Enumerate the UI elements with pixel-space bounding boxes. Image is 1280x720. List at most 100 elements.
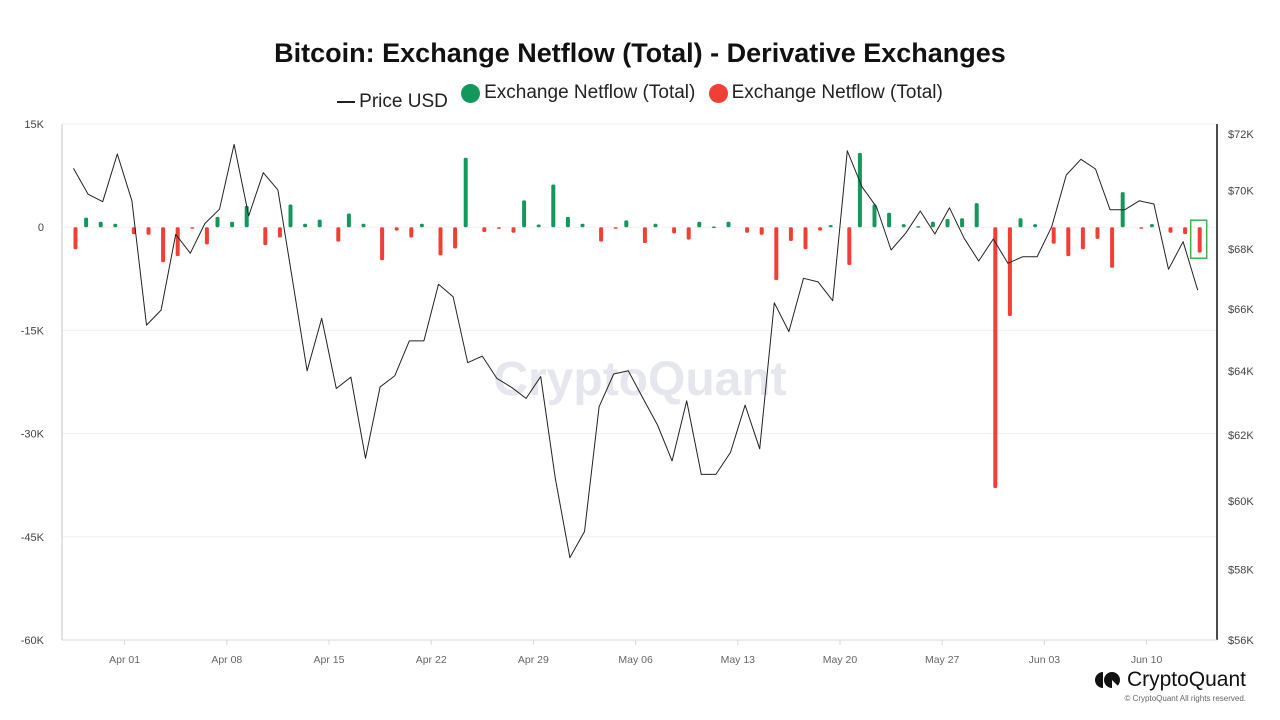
right-axis-tick-label: $64K	[1228, 366, 1254, 378]
left-axis-tick-label: -30K	[21, 429, 45, 441]
netflow-bar-positive	[230, 221, 235, 228]
netflow-bar-positive	[887, 212, 892, 228]
brand-logo: CryptoQuant	[1094, 668, 1246, 692]
netflow-bar-negative	[409, 227, 414, 238]
netflow-bar-positive	[828, 225, 833, 228]
netflow-bar-positive	[113, 223, 118, 228]
netflow-bar-negative	[482, 227, 487, 233]
netflow-bar-negative	[803, 227, 808, 250]
highlight-box	[1189, 219, 1208, 259]
right-axis-tick-label: $72K	[1228, 129, 1254, 141]
netflow-bar-negative	[496, 227, 501, 229]
netflow-bar-negative	[1110, 227, 1115, 268]
x-axis-tick-label: Apr 22	[416, 654, 447, 666]
netflow-bar-negative	[394, 227, 399, 231]
netflow-bar-positive	[215, 216, 220, 228]
netflow-bar-positive	[960, 218, 965, 228]
netflow-bar-negative	[175, 227, 180, 257]
netflow-bar-negative	[745, 227, 750, 233]
netflow-bar-negative	[277, 227, 282, 238]
netflow-bar-negative	[847, 227, 852, 266]
netflow-bar-negative	[1066, 227, 1071, 257]
chart-title: Bitcoin: Exchange Netflow (Total) - Deri…	[274, 38, 1006, 68]
copyright-text: © CryptoQuant All rights reserved.	[1124, 694, 1247, 703]
netflow-bar-positive	[361, 223, 366, 228]
x-axis-tick-label: May 06	[618, 654, 653, 666]
netflow-bar-negative	[613, 227, 618, 229]
netflow-bar-positive	[653, 223, 658, 228]
netflow-bar-negative	[1095, 227, 1100, 239]
netflow-bar-positive	[901, 224, 906, 228]
netflow-bar-positive	[857, 152, 862, 228]
netflow-bar-negative	[672, 227, 677, 234]
netflow-bar-negative	[1183, 227, 1188, 235]
netflow-bar-positive	[974, 203, 979, 228]
netflow-bar-negative	[453, 227, 458, 249]
netflow-bar-negative	[818, 227, 823, 231]
netflow-bar-negative	[1007, 227, 1012, 316]
legend-label: Exchange Netflow (Total)	[731, 82, 943, 103]
left-axis-tick-label: -15K	[21, 325, 45, 337]
netflow-bar-positive	[580, 223, 585, 228]
netflow-bar-negative	[336, 227, 341, 242]
netflow-bar-negative	[1168, 227, 1173, 233]
green-dot-icon	[461, 83, 481, 103]
watermark: CryptoQuant	[493, 353, 786, 406]
netflow-bar-negative	[146, 227, 151, 235]
brand-name: CryptoQuant	[1126, 668, 1246, 691]
right-axis-tick-label: $58K	[1228, 564, 1254, 576]
netflow-bar-positive	[945, 218, 950, 228]
netflow-bar-positive	[98, 221, 103, 228]
netflow-bar-negative	[1080, 227, 1085, 250]
legend-item-netflow-negative[interactable]: Exchange Netflow (Total)	[708, 82, 943, 104]
netflow-bar-negative	[1197, 227, 1202, 253]
x-axis-tick-label: May 27	[925, 654, 960, 666]
netflow-bar-positive	[1033, 224, 1038, 228]
netflow-bar-negative	[161, 227, 166, 263]
x-axis-tick-label: Jun 10	[1131, 654, 1163, 666]
netflow-bar-positive	[244, 205, 249, 228]
x-axis-tick-label: May 20	[823, 654, 858, 666]
x-axis-tick-label: Apr 01	[109, 654, 140, 666]
left-axis-tick-label: 0	[38, 222, 44, 234]
right-axis-tick-label: $66K	[1228, 304, 1254, 316]
netflow-bar-negative	[1051, 227, 1056, 244]
netflow-bar-positive	[303, 223, 308, 228]
left-axis-tick-label: 15K	[24, 119, 44, 131]
right-axis-tick-label: $56K	[1228, 635, 1254, 647]
legend-label: Exchange Netflow (Total)	[484, 82, 696, 103]
netflow-bar-positive	[726, 221, 731, 228]
netflow-bar-positive	[288, 204, 293, 228]
x-axis-tick-label: Apr 29	[518, 654, 549, 666]
x-axis-tick-label: Apr 15	[314, 654, 345, 666]
netflow-bar-negative	[686, 227, 691, 240]
netflow-bar-positive	[711, 226, 716, 229]
right-axis-tick-label: $62K	[1228, 430, 1254, 442]
netflow-bar-positive	[930, 221, 935, 228]
cryptoquant-logo-icon	[1094, 671, 1121, 689]
netflow-bar-positive	[697, 221, 702, 228]
legend-item-netflow-positive[interactable]: Exchange Netflow (Total)	[461, 82, 695, 104]
price-line	[73, 143, 1199, 559]
netflow-bar-positive	[916, 226, 921, 228]
netflow-bar-negative	[599, 227, 604, 242]
netflow-bar-negative	[511, 227, 516, 233]
right-axis-tick-label: $60K	[1228, 496, 1254, 508]
netflow-bar-negative	[190, 227, 195, 229]
netflow-bar-positive	[522, 200, 527, 228]
netflow-bar-positive	[317, 219, 322, 228]
x-axis-tick-label: May 13	[721, 654, 756, 666]
legend-item-price[interactable]: Price USD	[337, 91, 448, 113]
right-axis-tick-label: $70K	[1228, 186, 1254, 198]
netflow-bar-positive	[1149, 224, 1154, 228]
netflow-bar-negative	[774, 227, 779, 281]
netflow-bar-negative	[380, 227, 385, 261]
netflow-bar-negative	[993, 227, 998, 488]
netflow-bar-positive	[624, 220, 629, 228]
netflow-bar-positive	[565, 216, 570, 228]
netflow-bar-positive	[463, 157, 468, 228]
netflow-bar-negative	[642, 227, 647, 244]
netflow-bar-positive	[346, 213, 351, 228]
x-axis-tick-label: Apr 08	[211, 654, 242, 666]
netflow-bar-negative	[73, 227, 78, 250]
